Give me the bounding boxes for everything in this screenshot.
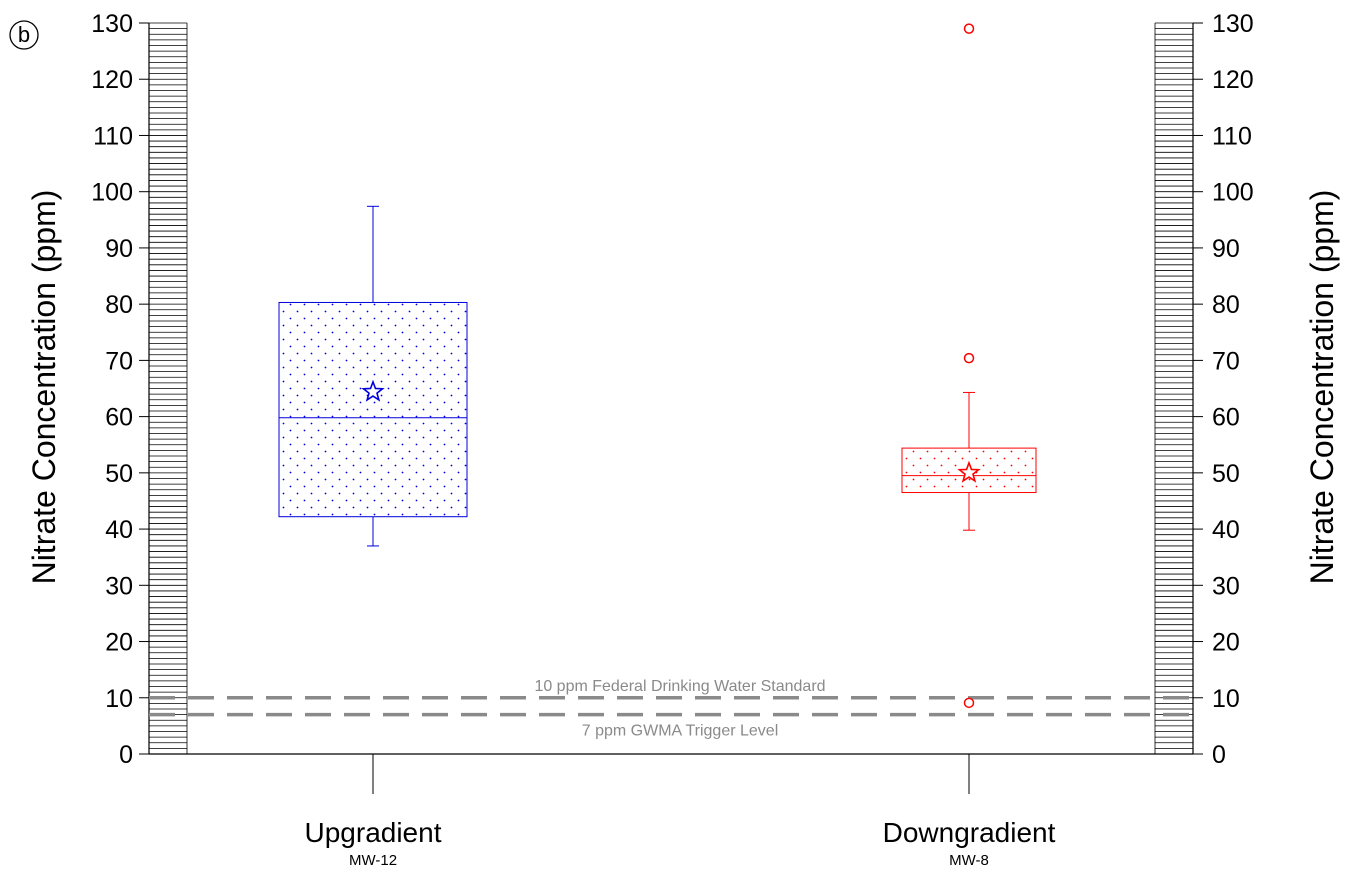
box-downgradient <box>901 23 1037 709</box>
reference-lines: 10 ppm Federal Drinking Water Standard 7 … <box>149 678 1193 740</box>
x-category-label: Downgradient <box>883 817 1056 848</box>
y-tick-label-left: 70 <box>105 347 133 375</box>
y-tick-label-right: 20 <box>1212 629 1240 657</box>
y-tick-label-left: 20 <box>105 629 133 657</box>
outlier-point <box>963 697 975 709</box>
y-tick-label-left: 110 <box>93 122 133 150</box>
y-tick-label-left: 10 <box>105 685 133 713</box>
y-tick-label-left: 90 <box>105 235 133 263</box>
category-labels: Upgradient MW-12 Downgradient MW-8 <box>305 817 1056 869</box>
y-tick-label-right: 60 <box>1212 404 1240 432</box>
outlier-point <box>963 23 975 34</box>
y-tick-label-left: 100 <box>91 179 133 207</box>
y-tick-label-right: 40 <box>1212 516 1240 544</box>
y-tick-label-right: 90 <box>1212 235 1240 263</box>
y-tick-label-right: 10 <box>1212 685 1240 713</box>
panel-label-circle <box>9 20 39 50</box>
box-upgradient <box>278 205 468 547</box>
y-tick-label-left: 80 <box>105 291 133 319</box>
y-tick-label-right: 120 <box>1212 66 1254 94</box>
y-tick-label-left: 60 <box>105 404 133 432</box>
x-category-sublabel: MW-8 <box>949 852 989 869</box>
reference-line-label: 10 ppm Federal Drinking Water Standard <box>534 678 825 695</box>
y-tick-label-left: 120 <box>91 66 133 94</box>
mean-star <box>361 379 385 402</box>
y-tick-label-left: 40 <box>105 516 133 544</box>
y-tick-label-left: 0 <box>119 741 133 769</box>
reference-line-label: 7 ppm GWMA Trigger Level <box>582 723 779 740</box>
y-tick-label-right: 110 <box>1212 122 1252 150</box>
y-axis-title-left: Nitrate Concentration (ppm) <box>26 190 62 585</box>
panel-label: b <box>18 22 30 47</box>
y-tick-label-right: 130 <box>1212 10 1254 38</box>
y-tick-label-left: 130 <box>91 10 133 38</box>
iqr-box <box>278 301 468 518</box>
y-tick-label-right: 100 <box>1212 179 1254 207</box>
y-tick-label-right: 50 <box>1212 460 1240 488</box>
mean-star <box>957 460 981 483</box>
y-tick-label-right: 70 <box>1212 347 1240 375</box>
y-tick-label-left: 50 <box>105 460 133 488</box>
box-layer <box>278 23 1037 709</box>
y-tick-label-right: 80 <box>1212 291 1240 319</box>
y-tick-label-left: 30 <box>105 572 133 600</box>
x-category-sublabel: MW-12 <box>349 852 397 869</box>
y-tick-label-right: 30 <box>1212 572 1240 600</box>
x-category-label: Upgradient <box>305 817 442 848</box>
y-axis-title-right: Nitrate Concentration (ppm) <box>1304 190 1340 585</box>
outlier-point <box>963 352 975 364</box>
y-tick-label-right: 0 <box>1212 741 1226 769</box>
axes-layer: 0 0 10 10 20 20 30 30 40 40 50 50 60 60 70 70 80 80 90 90 10… <box>91 10 1254 794</box>
